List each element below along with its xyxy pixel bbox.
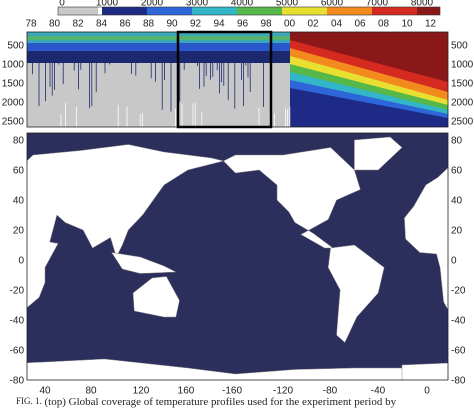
lon-label: 0 [424,386,430,397]
colorbar-tick-label: 5000 [276,0,299,9]
year-label: 00 [284,19,296,30]
colorbar-tick-label: 6000 [321,0,344,9]
lat-label-left: 80 [13,136,25,147]
year-label: 82 [72,19,84,30]
year-label: 86 [119,19,131,30]
colorbar-tick-label: 0 [59,0,65,9]
depth-label-right: 1000 [451,60,474,71]
year-label: 80 [49,19,61,30]
year-label: 12 [425,19,437,30]
lat-label-right: -20 [451,286,466,297]
lat-label-right: -80 [451,376,466,387]
lon-label: 120 [133,386,150,397]
year-label: 04 [331,19,343,30]
lon-label: -80 [323,386,338,397]
landmass [111,252,177,274]
lat-label-left: 0 [18,256,24,267]
lat-label-right: 80 [451,136,463,147]
lon-label: 80 [85,386,97,397]
depth-label-left: 2500 [2,117,25,128]
lon-label: 40 [39,386,51,397]
lon-label: -160 [222,386,242,397]
lat-label-right: 0 [451,256,457,267]
lat-label-right: 40 [451,196,463,207]
colorbar-tick-label: 4000 [231,0,254,9]
year-label: 94 [213,19,225,30]
lat-label-left: 60 [13,166,25,177]
lat-label-left: 20 [13,226,25,237]
depth-label-right: 1500 [451,79,474,90]
colorbar [57,6,441,16]
depth-label-left: 500 [7,41,24,52]
caption-label: FIG. 1. [16,396,42,406]
colorbar-tick-label: 8000 [411,0,434,9]
year-label: 10 [401,19,413,30]
year-label: 84 [96,19,108,30]
colorbar-tick-label: 2000 [141,0,164,9]
map-panel [26,132,449,381]
depth-label-left: 2000 [2,98,25,109]
year-label: 90 [166,19,178,30]
depth-label-right: 2500 [451,117,474,128]
depth-label-left: 1500 [2,79,25,90]
lat-label-left: -40 [10,316,25,327]
colorbar-tick-label: 3000 [186,0,209,9]
lat-label-right: -40 [451,316,466,327]
landmass [327,244,385,343]
landmass [27,358,448,380]
landmass [404,167,448,311]
year-label: 78 [25,19,37,30]
landmass [132,276,180,318]
year-label: 98 [260,19,272,30]
landmass [354,136,403,171]
caption-text: (top) Global coverage of temperature pro… [45,396,397,408]
year-label: 02 [307,19,319,30]
landmass [27,144,224,308]
year-label: 88 [143,19,155,30]
year-label: 06 [354,19,366,30]
lat-label-right: 60 [451,166,463,177]
lat-label-left: 40 [13,196,25,207]
landmass [401,362,448,380]
lat-label-left: -20 [10,286,25,297]
year-label: 08 [378,19,390,30]
lat-label-right: 20 [451,226,463,237]
lon-label: -40 [371,386,386,397]
depth-label-right: 2000 [451,98,474,109]
depth-label-left: 1000 [2,60,25,71]
lat-label-left: -60 [10,346,25,357]
landmass [223,147,361,249]
year-label: 92 [190,19,202,30]
lon-label: -120 [273,386,293,397]
colorbar-tick-label: 7000 [366,0,389,9]
year-label: 96 [237,19,249,30]
lat-label-left: -80 [10,376,25,387]
lon-label: 160 [178,386,195,397]
profile-coverage-panel [27,32,448,127]
depth-label-right: 500 [451,41,468,52]
lat-label-right: -60 [451,346,466,357]
colorbar-tick-label: 1000 [96,0,119,9]
caption: FIG. 1. (top) Global coverage of tempera… [16,396,397,408]
